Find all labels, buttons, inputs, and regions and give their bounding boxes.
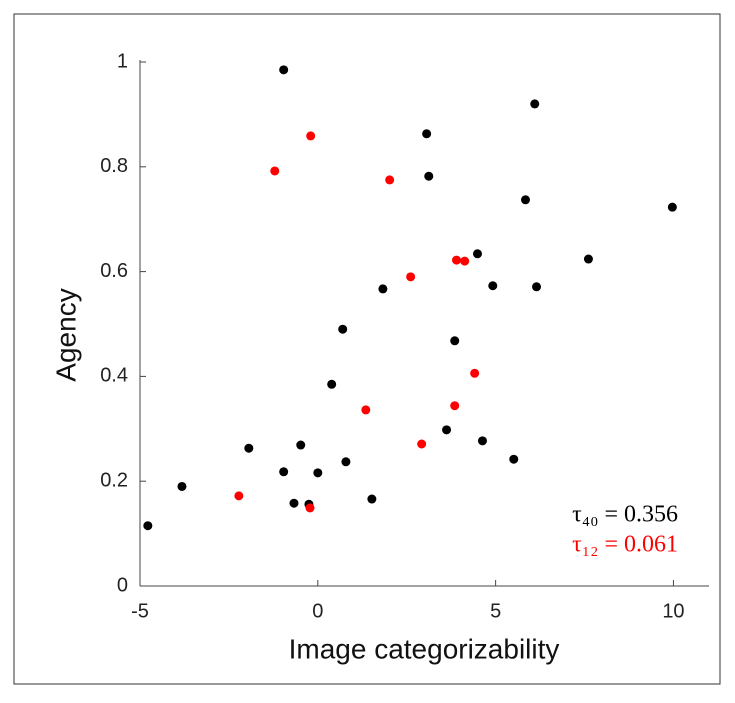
point xyxy=(270,166,280,176)
x-axis-label: Image categorizability xyxy=(289,633,560,664)
point xyxy=(244,443,254,453)
x-tick-label: 5 xyxy=(490,600,501,622)
point xyxy=(313,468,323,478)
y-tick-label: 0 xyxy=(117,574,128,596)
point xyxy=(406,272,416,282)
point xyxy=(424,171,434,181)
point xyxy=(509,454,519,464)
point xyxy=(361,405,371,415)
point xyxy=(530,99,540,109)
point xyxy=(532,282,542,292)
y-tick-label: 0.2 xyxy=(100,469,128,491)
point xyxy=(279,467,289,477)
point xyxy=(452,255,462,265)
y-tick-label: 0.4 xyxy=(100,365,128,387)
x-tick-label: 10 xyxy=(662,600,684,622)
x-tick-label: -5 xyxy=(131,600,149,622)
point xyxy=(327,379,337,389)
point xyxy=(488,281,498,291)
y-tick-label: 1 xyxy=(117,50,128,72)
point xyxy=(583,254,593,264)
point xyxy=(450,336,460,346)
point xyxy=(417,439,427,449)
point xyxy=(296,440,306,450)
point xyxy=(305,503,315,513)
point xyxy=(442,425,452,435)
point xyxy=(422,129,432,139)
point xyxy=(378,284,388,294)
y-axis-label: Agency xyxy=(50,288,81,381)
frame xyxy=(13,13,721,685)
point xyxy=(450,401,460,411)
point xyxy=(177,481,187,491)
point xyxy=(341,457,351,467)
point xyxy=(234,491,244,501)
point xyxy=(460,256,470,266)
point xyxy=(385,175,395,185)
point xyxy=(289,498,299,508)
y-tick-label: 0.6 xyxy=(100,260,128,282)
point xyxy=(477,436,487,446)
point xyxy=(279,65,289,75)
annotation: τ₄₀ = 0.356 xyxy=(572,502,678,528)
point xyxy=(472,249,482,259)
point xyxy=(520,195,530,205)
y-tick-label: 0.8 xyxy=(100,155,128,177)
point xyxy=(306,131,316,141)
x-tick-label: 0 xyxy=(312,600,323,622)
point xyxy=(367,494,377,504)
point xyxy=(143,521,153,531)
point xyxy=(338,324,348,334)
point xyxy=(667,202,677,212)
point xyxy=(470,368,480,378)
annotation: τ₁₂ = 0.061 xyxy=(572,532,678,558)
